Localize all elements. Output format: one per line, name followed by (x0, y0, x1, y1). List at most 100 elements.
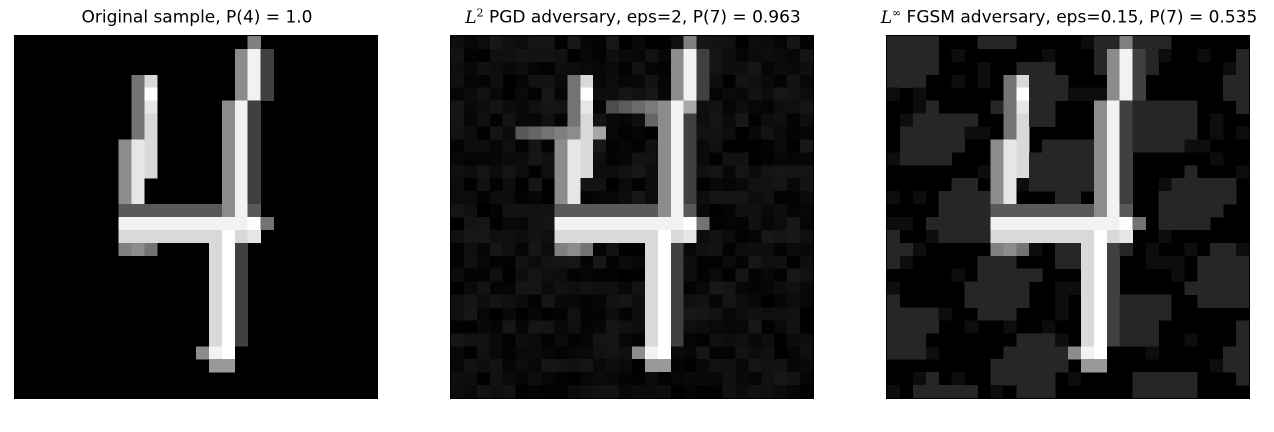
pixel (899, 242, 914, 257)
pixel (735, 36, 749, 50)
pixel (644, 320, 659, 334)
pixel (1223, 268, 1237, 282)
pixel (541, 307, 555, 321)
pixel (1210, 113, 1224, 127)
pixel (247, 217, 261, 231)
pixel (1158, 255, 1172, 269)
pixel (131, 242, 145, 257)
pixel (1132, 100, 1146, 114)
pixel (670, 268, 684, 282)
pixel (1145, 61, 1159, 76)
pixel (670, 74, 684, 88)
pixel (606, 178, 620, 192)
pixel (1042, 217, 1056, 231)
pixel (1093, 152, 1108, 166)
pixel (1093, 242, 1108, 257)
pixel (1055, 74, 1069, 88)
pixel (1158, 113, 1172, 127)
pixel (1158, 204, 1172, 218)
pixel (1016, 281, 1030, 295)
pixel (606, 100, 620, 114)
pixel (606, 139, 620, 153)
pixel (1197, 204, 1211, 218)
pixel (709, 255, 723, 269)
pixel (1158, 307, 1172, 321)
pixel (528, 385, 542, 398)
pixel (476, 359, 491, 373)
pixel (476, 74, 491, 88)
pixel (463, 217, 478, 231)
pixel (1080, 268, 1095, 282)
pixel (951, 191, 965, 205)
pixel (515, 113, 529, 127)
pixel (1223, 359, 1237, 373)
pixel (1016, 346, 1030, 360)
pixel (489, 48, 503, 63)
pixel (696, 74, 710, 88)
pixel (541, 242, 555, 257)
pixel (696, 113, 710, 127)
pixel (800, 36, 813, 50)
pixel (1003, 255, 1017, 269)
pixel (541, 48, 555, 63)
pixel (787, 178, 801, 192)
pixel (489, 281, 503, 295)
pixel (619, 229, 633, 244)
pixel (463, 294, 478, 308)
pixel (709, 165, 723, 179)
pixel (463, 281, 478, 295)
pixel (489, 36, 503, 50)
pixel (683, 359, 697, 373)
pixel (619, 204, 633, 218)
pixel (938, 139, 952, 153)
pixel (787, 346, 801, 360)
pixel (131, 165, 145, 179)
pixel (722, 191, 736, 205)
pixel (670, 178, 684, 192)
pixel (683, 178, 697, 192)
pixel (1080, 36, 1095, 50)
pixel (696, 126, 710, 140)
pixel (800, 178, 813, 192)
pixel (800, 372, 813, 386)
pixel (1119, 191, 1133, 205)
pixel (476, 281, 491, 295)
pixel (644, 385, 659, 398)
pixel (221, 191, 236, 205)
pixel (1210, 204, 1224, 218)
pixel (1055, 217, 1069, 231)
pixel (580, 165, 594, 179)
pixel (1119, 217, 1133, 231)
pixel (1106, 139, 1120, 153)
pixel (221, 165, 236, 179)
pixel (748, 359, 762, 373)
pixel (1029, 113, 1043, 127)
pixel (964, 191, 978, 205)
pixel (567, 61, 581, 76)
pixel (644, 255, 659, 269)
pixel (606, 372, 620, 386)
pixel (683, 255, 697, 269)
pixel (990, 229, 1004, 244)
pixel (489, 217, 503, 231)
pixel (912, 372, 927, 386)
pixel (515, 385, 529, 398)
pixel (1106, 242, 1120, 257)
pixel (476, 165, 491, 179)
pixel (593, 268, 607, 282)
pixel (451, 191, 465, 205)
pixel (463, 242, 478, 257)
pixel (670, 307, 684, 321)
pixel (761, 191, 775, 205)
pixel (722, 333, 736, 347)
pixel (606, 87, 620, 101)
pixel (489, 74, 503, 88)
pixel (593, 36, 607, 50)
pixel (774, 229, 788, 244)
pixel (644, 346, 659, 360)
pixel (489, 255, 503, 269)
pixel (709, 307, 723, 321)
pixel (696, 307, 710, 321)
pixel (221, 294, 236, 308)
pixel (463, 48, 478, 63)
